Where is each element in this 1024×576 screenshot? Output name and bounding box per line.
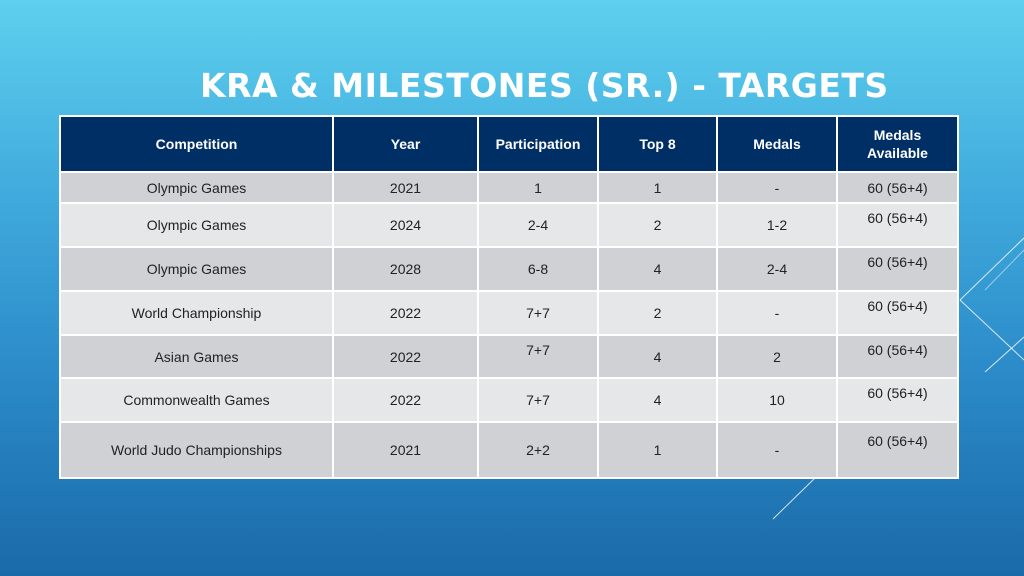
- cell-medals-available: 60 (56+4): [836, 246, 959, 292]
- header-medals-available: Medals Available: [836, 115, 959, 173]
- table-row: Olympic Games 2024 2-4 2 1-2 60 (56+4): [59, 202, 959, 248]
- cell-medals-available: 60 (56+4): [836, 377, 959, 423]
- slide-title: KRA & MILESTONES (SR.) - TARGETS: [200, 66, 889, 105]
- cell-medals: -: [716, 171, 838, 204]
- cell-year: 2028: [332, 246, 479, 292]
- cell-medals-available: 60 (56+4): [836, 290, 959, 336]
- cell-year: 2021: [332, 421, 479, 479]
- targets-table: Competition Year Participation Top 8 Med…: [59, 115, 959, 479]
- table-row: Olympic Games 2028 6-8 4 2-4 60 (56+4): [59, 246, 959, 292]
- table-header-row: Competition Year Participation Top 8 Med…: [59, 115, 959, 173]
- cell-year: 2021: [332, 171, 479, 204]
- cell-medals: 1-2: [716, 202, 838, 248]
- cell-participation: 7+7: [477, 334, 599, 379]
- cell-top8: 4: [597, 246, 718, 292]
- cell-year: 2022: [332, 377, 479, 423]
- cell-competition: World Judo Championships: [59, 421, 334, 479]
- cell-medals: 2-4: [716, 246, 838, 292]
- table-row: World Championship 2022 7+7 2 - 60 (56+4…: [59, 290, 959, 336]
- table-row: Commonwealth Games 2022 7+7 4 10 60 (56+…: [59, 377, 959, 423]
- cell-top8: 1: [597, 421, 718, 479]
- cell-top8: 2: [597, 290, 718, 336]
- table-row: Asian Games 2022 7+7 4 2 60 (56+4): [59, 334, 959, 379]
- cell-medals: -: [716, 421, 838, 479]
- cell-competition: World Championship: [59, 290, 334, 336]
- header-top8: Top 8: [597, 115, 718, 173]
- cell-medals-available: 60 (56+4): [836, 334, 959, 379]
- cell-participation: 6-8: [477, 246, 599, 292]
- cell-year: 2024: [332, 202, 479, 248]
- cell-competition: Olympic Games: [59, 246, 334, 292]
- cell-year: 2022: [332, 290, 479, 336]
- cell-medals-available: 60 (56+4): [836, 171, 959, 204]
- cell-medals: 10: [716, 377, 838, 423]
- cell-competition: Asian Games: [59, 334, 334, 379]
- cell-participation: 2-4: [477, 202, 599, 248]
- table-row: World Judo Championships 2021 2+2 1 - 60…: [59, 421, 959, 479]
- header-competition: Competition: [59, 115, 334, 173]
- cell-participation: 7+7: [477, 290, 599, 336]
- cell-participation: 1: [477, 171, 599, 204]
- cell-competition: Olympic Games: [59, 202, 334, 248]
- cell-participation: 7+7: [477, 377, 599, 423]
- cell-top8: 2: [597, 202, 718, 248]
- cell-participation: 2+2: [477, 421, 599, 479]
- table-row: Olympic Games 2021 1 1 - 60 (56+4): [59, 171, 959, 204]
- cell-medals: -: [716, 290, 838, 336]
- cell-top8: 1: [597, 171, 718, 204]
- cell-medals: 2: [716, 334, 838, 379]
- header-medals: Medals: [716, 115, 838, 173]
- cell-competition: Olympic Games: [59, 171, 334, 204]
- cell-competition: Commonwealth Games: [59, 377, 334, 423]
- header-participation: Participation: [477, 115, 599, 173]
- cell-top8: 4: [597, 334, 718, 379]
- header-year: Year: [332, 115, 479, 173]
- cell-top8: 4: [597, 377, 718, 423]
- cell-year: 2022: [332, 334, 479, 379]
- cell-medals-available: 60 (56+4): [836, 421, 959, 479]
- cell-medals-available: 60 (56+4): [836, 202, 959, 248]
